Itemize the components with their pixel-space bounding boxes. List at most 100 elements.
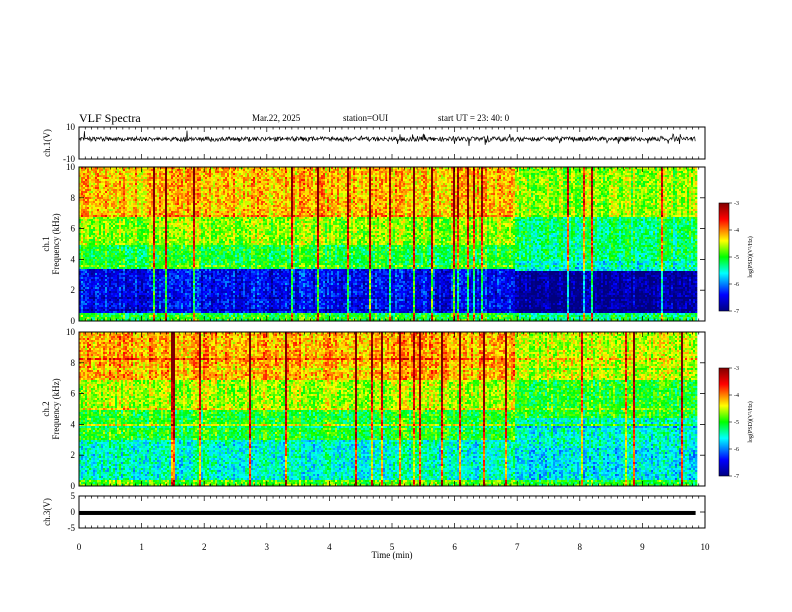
spectrogram-cell <box>609 175 612 178</box>
spectrogram-cell <box>565 189 568 192</box>
spectrogram-cell <box>501 175 504 178</box>
spectrogram-cell <box>373 167 376 170</box>
spectrogram-cell <box>159 193 162 196</box>
spectrogram-cell <box>681 197 684 200</box>
spectrogram-cell <box>137 179 140 182</box>
spectrogram-cell <box>405 167 408 170</box>
spectrogram-cell <box>535 187 538 190</box>
spectrogram-cell <box>147 199 150 202</box>
spectrogram-cell <box>555 191 558 194</box>
spectrogram-cell <box>95 185 98 188</box>
spectrogram-cell <box>477 179 480 182</box>
spectrogram-cell <box>167 167 170 170</box>
spectrogram-cell <box>563 193 566 196</box>
spectrogram-cell <box>285 167 288 170</box>
spectrogram-cell <box>251 183 254 186</box>
spectrogram-cell <box>393 179 396 182</box>
spectrogram-cell <box>695 189 698 192</box>
spectrogram-cell <box>243 175 246 178</box>
spectrogram-cell <box>167 171 170 174</box>
spectrogram-cell <box>439 177 442 180</box>
spectrogram-cell <box>601 193 604 196</box>
spectrogram-cell <box>273 185 276 188</box>
spectrogram-cell <box>217 179 220 182</box>
spectrogram-cell <box>89 185 92 188</box>
spectrogram-cell <box>455 181 458 184</box>
spectrogram-cell <box>497 189 500 192</box>
spectrogram-cell <box>543 171 546 174</box>
spectrogram-cell <box>691 175 694 178</box>
spectrogram-cell <box>367 177 370 180</box>
spectrogram-cell <box>641 177 644 180</box>
spectrogram-cell <box>289 169 292 172</box>
spectrogram-cell <box>535 195 538 198</box>
spectrogram-cell <box>611 195 614 198</box>
spectrogram-cell <box>609 195 612 198</box>
spectrogram-cell <box>253 175 256 178</box>
spectrogram-cell <box>545 173 548 176</box>
spectrogram-cell <box>689 187 692 190</box>
spectrogram-cell <box>229 173 232 176</box>
spectrogram-cell <box>249 181 252 184</box>
spectrogram-cell <box>415 193 418 196</box>
spectrogram-cell <box>593 195 596 198</box>
spectrogram-cell <box>179 193 182 196</box>
spectrogram-cell <box>455 189 458 192</box>
spectrogram-cell <box>641 173 644 176</box>
spectrogram-cell <box>495 175 498 178</box>
spectrogram-cell <box>437 171 440 174</box>
spectrogram-cell <box>325 183 328 186</box>
spectrogram-cell <box>435 169 438 172</box>
spectrogram-cell <box>673 167 676 170</box>
spectrogram-cell <box>599 189 602 192</box>
spectrogram-cell <box>159 199 162 202</box>
spectrogram-cell <box>291 187 294 190</box>
spectrogram-cell <box>83 167 86 170</box>
spectrogram-cell <box>503 181 506 184</box>
spectrogram-cell <box>633 195 636 198</box>
spectrogram-cell <box>433 195 436 198</box>
spectrogram-cell <box>317 169 320 172</box>
spectrogram-cell <box>581 193 584 196</box>
spectrogram-cell <box>229 175 232 178</box>
spectrogram-cell <box>191 197 194 200</box>
spectrogram-cell <box>611 169 614 172</box>
spectrogram-cell <box>605 185 608 188</box>
spectrogram-cell <box>531 177 534 180</box>
spectrogram-cell <box>343 191 346 194</box>
spectrogram-cell <box>281 191 284 194</box>
spectrogram-cell <box>137 193 140 196</box>
spectrogram-cell <box>327 175 330 178</box>
spectrogram-cell <box>93 167 96 170</box>
spectrogram-cell <box>547 189 550 192</box>
spectrogram-cell <box>219 189 222 192</box>
spectrogram-cell <box>389 177 392 180</box>
spectrogram-cell <box>431 197 434 200</box>
spectrogram-cell <box>513 171 516 174</box>
spectrogram-cell <box>583 191 586 194</box>
spectrogram-cell <box>243 167 246 170</box>
spectrogram-cell <box>79 175 82 178</box>
spectrogram-cell <box>351 185 354 188</box>
spectrogram-cell <box>509 171 512 174</box>
spectrogram-cell <box>145 177 148 180</box>
spectrogram-cell <box>625 167 628 170</box>
spectrogram-cell <box>371 167 374 170</box>
spectrogram-cell <box>491 177 494 180</box>
spectrogram-cell <box>547 187 550 190</box>
spectrogram-cell <box>397 191 400 194</box>
spectrogram-cell <box>515 183 518 186</box>
spectrogram-cell <box>203 185 206 188</box>
spectrogram-cell <box>415 175 418 178</box>
spectrogram-cell <box>279 169 282 172</box>
spectrogram-cell <box>629 173 632 176</box>
spectrogram-cell <box>373 195 376 198</box>
spectrogram-cell <box>249 175 252 178</box>
spectrogram-cell <box>467 181 470 184</box>
spectrogram-cell <box>365 177 368 180</box>
spectrogram-cell <box>645 169 648 172</box>
spectrogram-cell <box>271 189 274 192</box>
spectrogram-cell <box>551 173 554 176</box>
spectrogram-cell <box>233 171 236 174</box>
spectrogram-cell <box>421 171 424 174</box>
